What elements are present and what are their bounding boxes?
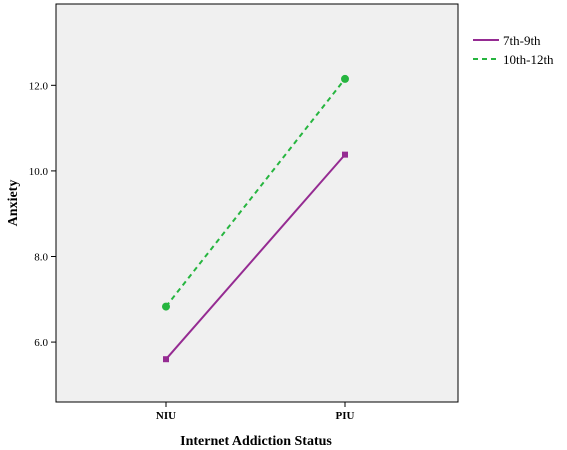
y-tick-label: 10.0 — [29, 166, 49, 178]
y-axis-title: Anxiety — [6, 180, 21, 227]
x-tick-label: NIU — [156, 410, 176, 422]
series-line-0 — [165, 153, 346, 360]
legend-label-1: 10th-12th — [503, 52, 554, 67]
x-tick-label: PIU — [336, 410, 355, 422]
series-line-1 — [165, 78, 346, 308]
legend: 7th-9th 10th-12th — [473, 33, 554, 67]
y-axis: 6.0 8.0 10.0 12.0 — [29, 80, 56, 349]
series-layer — [162, 74, 349, 363]
y-tick-label: 12.0 — [29, 80, 49, 92]
series-0-point-0 — [163, 356, 169, 363]
legend-label-0: 7th-9th — [503, 33, 541, 48]
x-axis: NIU PIU — [156, 402, 355, 422]
y-tick-label: 8.0 — [34, 251, 48, 263]
series-1-point-1 — [341, 74, 349, 83]
plot-area — [55, 3, 459, 403]
series-1-point-0 — [162, 302, 170, 311]
y-tick-label: 6.0 — [34, 337, 48, 349]
x-axis-title: Internet Addiction Status — [180, 434, 332, 449]
series-0-point-1 — [342, 151, 348, 158]
